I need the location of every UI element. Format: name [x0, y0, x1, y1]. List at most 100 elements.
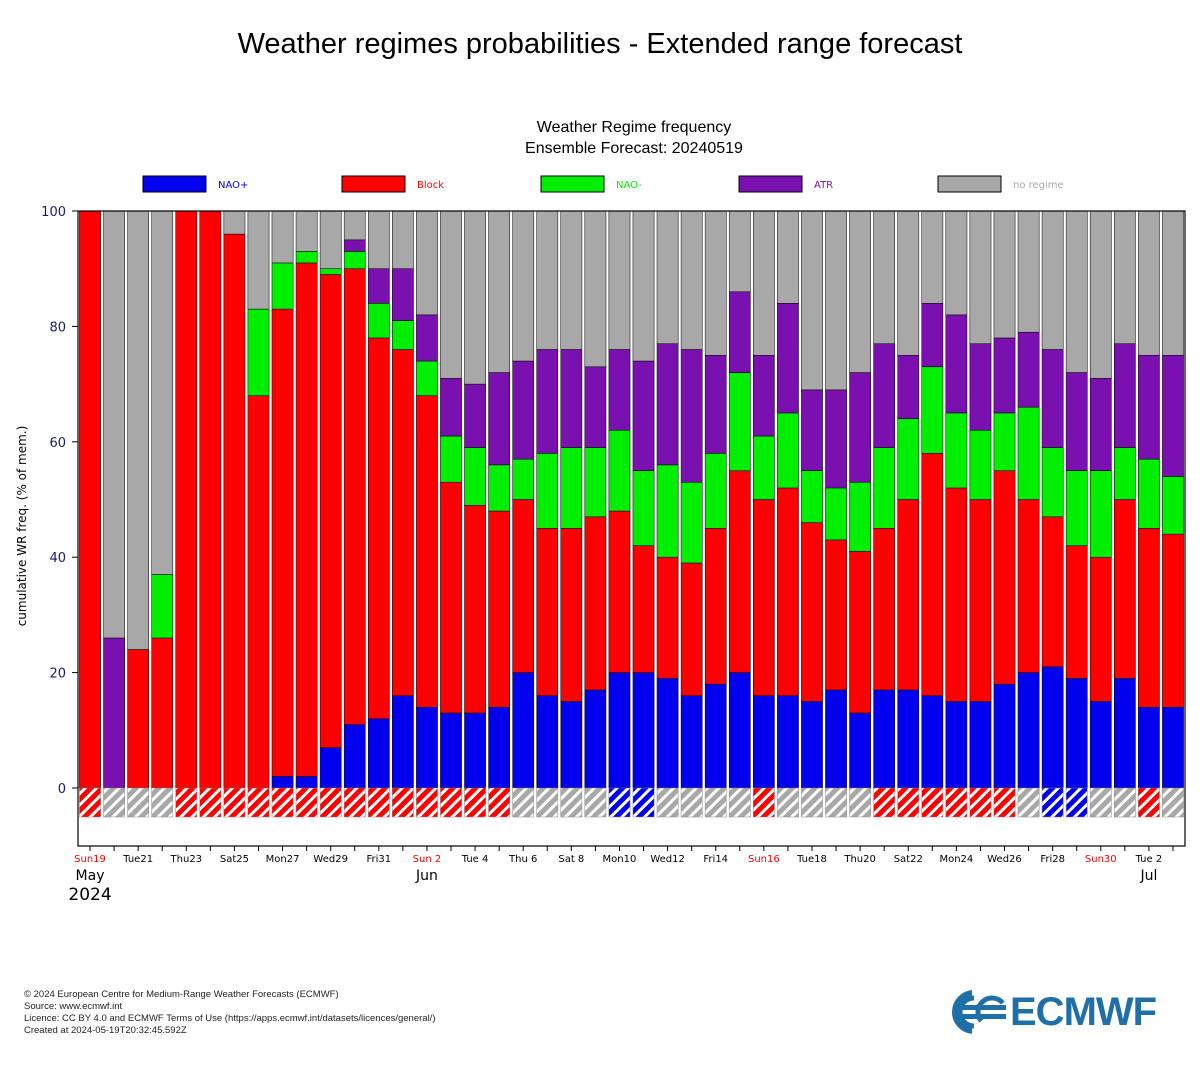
bar-segment-nao [584, 689, 607, 789]
bar-segment-nao [392, 320, 414, 350]
bar-segment-atr [1065, 372, 1088, 471]
dominant-regime-cell [199, 787, 222, 818]
bar-segment-block [367, 337, 390, 720]
bar-segment-no-regime [103, 210, 125, 639]
bar-segment-atr [801, 389, 823, 471]
bar-segment-block [319, 274, 342, 748]
bar-segment-nao [921, 695, 944, 789]
dominant-regime-cell [680, 787, 703, 818]
bar-segment-atr [873, 343, 896, 448]
bar-segment-block [536, 528, 559, 696]
x-tick-label: Wed29 [313, 854, 348, 865]
bar-segment-nao [1017, 406, 1040, 500]
bar-segment-block [1089, 556, 1112, 702]
bar-segment-nao [777, 695, 799, 789]
bar-segment-no-regime [969, 210, 992, 344]
bar-segment-nao [1089, 701, 1112, 789]
bar-segment-block [656, 556, 679, 679]
bar-segment-nao [416, 706, 438, 789]
bar-segment-no-regime [993, 210, 1016, 339]
bar-segment-nao [440, 435, 462, 483]
bar-segment-no-regime [704, 210, 727, 356]
y-tick-label: 0 [58, 782, 66, 797]
dominant-regime-cell [584, 787, 607, 818]
bar-segment-no-regime [873, 210, 896, 344]
bar-segment-block [608, 510, 631, 673]
y-tick-label: 40 [49, 551, 66, 566]
bar-segment-nao [1089, 470, 1112, 558]
bar-segment-no-regime [247, 210, 270, 310]
bar-segment-nao [319, 268, 342, 275]
chart-legend: NAO+ Block NAO- ATR no regime [142, 175, 1064, 193]
bar-segment-nao [801, 701, 823, 789]
x-tick-label: Sat22 [894, 854, 923, 865]
dominant-regime-cell [392, 787, 414, 818]
dominant-regime-cell [825, 787, 847, 818]
bar-segment-no-regime [632, 210, 655, 362]
bar-segment-atr [656, 343, 679, 466]
bar-segment-nao [945, 701, 968, 789]
x-tick-label: Sun 2 [413, 854, 442, 865]
dominant-regime-cell [777, 787, 799, 818]
bar-segment-nao [1065, 470, 1088, 546]
x-tick-label: Tue 4 [461, 854, 489, 865]
bar-segment-nao [1041, 666, 1064, 789]
legend-label-nao: NAO+ [218, 180, 248, 191]
bar-segment-atr [849, 372, 871, 483]
bar-segment-atr [1138, 355, 1160, 460]
bar-segment-no-regime [343, 210, 366, 241]
chart-title: Weather Regime frequency [537, 119, 731, 136]
bar-segment-no-regime [897, 210, 920, 356]
licence-line: Licence: CC BY 4.0 and ECMWF Terms of Us… [24, 1013, 436, 1024]
bar-segment-nao [825, 487, 847, 541]
bar-segment-block [969, 499, 992, 702]
bar-segment-block [151, 637, 174, 789]
bar-segment-atr [367, 268, 390, 304]
bar-segment-block [464, 505, 486, 714]
bar-segment-atr [753, 355, 775, 437]
bar-segment-no-regime [584, 210, 607, 368]
y-tick-label: 100 [41, 205, 66, 220]
bar-segment-block [704, 528, 727, 685]
bar-segment-nao [488, 464, 510, 512]
bar-segment-no-regime [777, 210, 799, 304]
bar-segment-atr [1162, 355, 1184, 477]
bar-segment-no-regime [488, 210, 510, 373]
legend-swatch-nao [540, 175, 605, 193]
bar-segment-nao [849, 712, 871, 789]
bar-segment-nao [873, 689, 896, 789]
legend-swatch-no-regime [937, 175, 1002, 193]
dominant-regime-cell [1065, 787, 1088, 818]
dominant-regime-cell [608, 787, 631, 818]
bar-segment-block [343, 268, 366, 725]
bar-segment-atr [488, 372, 510, 466]
bar-segment-no-regime [512, 210, 535, 362]
bar-segment-atr [608, 349, 631, 431]
bar-segment-no-regime [801, 210, 823, 391]
plot-frame [77, 210, 1186, 847]
bar-segment-atr [1017, 331, 1040, 408]
bar-segment-nao [392, 695, 414, 789]
bar-segment-nao [969, 430, 992, 500]
legend-swatch-nao [142, 175, 207, 193]
bar-segment-block [993, 470, 1016, 685]
bar-segment-nao [464, 447, 486, 506]
x-tick-label: Mon27 [266, 854, 300, 865]
bar-segment-no-regime [753, 210, 775, 356]
x-tick-label: Thu23 [170, 854, 203, 865]
bar-segment-block [271, 308, 294, 777]
bar-segment-atr [921, 303, 944, 368]
source-line: Source: www.ecmwf.int [24, 1001, 123, 1012]
bar-segment-no-regime [680, 210, 703, 350]
bar-segment-atr [704, 355, 727, 454]
dominant-regime-cell [247, 787, 270, 818]
bar-segment-nao [1041, 447, 1064, 518]
bar-segment-nao [1138, 706, 1160, 789]
bar-segment-block [199, 210, 222, 789]
bar-segment-block [1065, 545, 1088, 679]
dominant-regime-cell [223, 787, 246, 818]
bar-segment-atr [392, 268, 414, 321]
bar-segment-nao [825, 689, 847, 789]
bar-segment-block [825, 539, 847, 691]
bar-segment-block [175, 210, 198, 789]
